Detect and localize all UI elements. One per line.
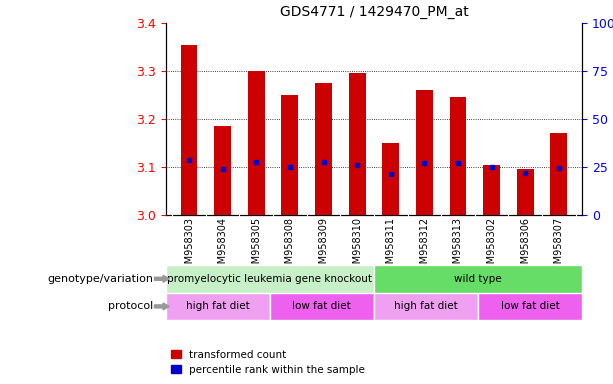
Text: genotype/variation: genotype/variation <box>47 274 153 284</box>
Bar <box>349 73 365 215</box>
Bar <box>483 165 500 215</box>
Bar <box>374 293 478 320</box>
Text: wild type: wild type <box>454 274 502 284</box>
Bar <box>270 293 374 320</box>
Text: GSM958309: GSM958309 <box>319 217 329 276</box>
Text: GSM958307: GSM958307 <box>554 217 564 276</box>
Bar <box>215 126 231 215</box>
Text: low fat diet: low fat diet <box>501 301 560 311</box>
Bar <box>478 293 582 320</box>
Bar <box>166 293 270 320</box>
Text: GSM958310: GSM958310 <box>352 217 362 276</box>
Bar <box>315 83 332 215</box>
Text: GSM958306: GSM958306 <box>520 217 530 276</box>
Bar <box>416 90 433 215</box>
Text: high fat diet: high fat diet <box>394 301 458 311</box>
Text: low fat diet: low fat diet <box>292 301 351 311</box>
Text: GSM958308: GSM958308 <box>285 217 295 276</box>
Bar <box>383 143 399 215</box>
Title: GDS4771 / 1429470_PM_at: GDS4771 / 1429470_PM_at <box>280 5 468 19</box>
Bar <box>374 265 582 293</box>
Text: promyelocytic leukemia gene knockout: promyelocytic leukemia gene knockout <box>167 274 372 284</box>
Bar <box>517 169 533 215</box>
Text: protocol: protocol <box>108 301 153 311</box>
Bar <box>166 265 374 293</box>
Text: GSM958312: GSM958312 <box>419 217 429 276</box>
Bar <box>550 134 567 215</box>
Text: GSM958313: GSM958313 <box>453 217 463 276</box>
Legend: transformed count, percentile rank within the sample: transformed count, percentile rank withi… <box>170 350 365 375</box>
Text: GSM958311: GSM958311 <box>386 217 396 276</box>
Bar <box>449 98 466 215</box>
Text: GSM958304: GSM958304 <box>218 217 227 276</box>
Bar <box>248 71 265 215</box>
Text: GSM958303: GSM958303 <box>184 217 194 276</box>
Text: GSM958305: GSM958305 <box>251 217 261 276</box>
Text: GSM958302: GSM958302 <box>487 217 497 276</box>
Bar <box>181 45 197 215</box>
Bar <box>281 95 299 215</box>
Text: high fat diet: high fat diet <box>186 301 249 311</box>
